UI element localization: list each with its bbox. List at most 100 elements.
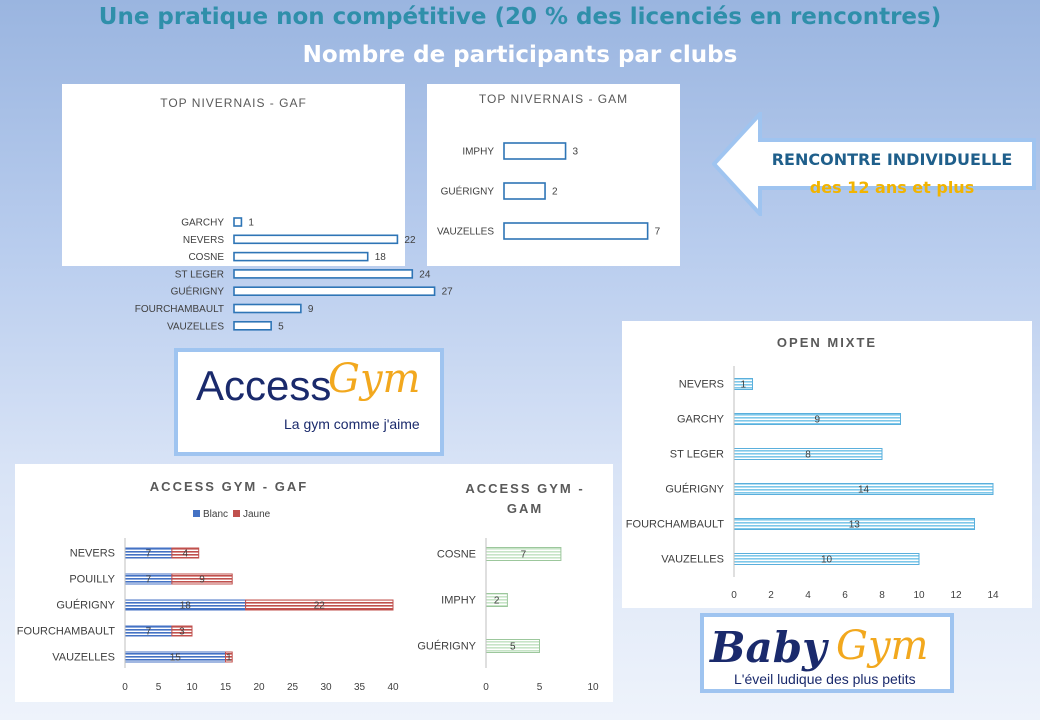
data-label: 3 (179, 627, 185, 638)
y-tick-label: GUÉRIGNY (56, 599, 115, 612)
legend-label: Blanc (203, 509, 228, 520)
x-tick-label: 8 (879, 590, 885, 601)
data-label: 1 (740, 380, 746, 391)
data-label: 18 (375, 252, 387, 263)
data-label: 1 (248, 218, 254, 229)
bar (233, 251, 369, 262)
y-tick-label: GUÉRIGNY (171, 285, 225, 298)
x-tick-label: 40 (387, 682, 399, 693)
y-tick-label: GUÉRIGNY (417, 640, 476, 653)
bar (503, 182, 546, 200)
chart-top-nivernais-gaf: TOP NIVERNAIS - GAF GARCHY 1 NEVERS 22 COSNE… (62, 84, 453, 332)
data-label: 7 (146, 575, 152, 586)
y-tick-label: FOURCHAMBAULT (626, 519, 724, 531)
chart-top-nivernais-gam: TOP NIVERNAIS - GAM IMPHY 3 GUÉRIGNY 2 VAUZE… (427, 84, 680, 266)
x-tick-label: 12 (950, 590, 962, 601)
logo-tagline: L'éveil ludique des plus petits (734, 671, 916, 687)
y-tick-label: VAUZELLES (167, 321, 224, 332)
y-tick-label: VAUZELLES (52, 652, 115, 664)
data-label: 22 (314, 601, 326, 612)
legend-swatch-jaune (233, 510, 240, 517)
data-label: 2 (494, 596, 500, 607)
data-label: 15 (170, 653, 182, 664)
bar (225, 651, 233, 663)
logo-script: Gym (836, 623, 929, 669)
data-label: 24 (419, 269, 431, 280)
data-label: 3 (573, 147, 579, 158)
x-tick-label: 0 (483, 682, 489, 693)
data-label: 7 (146, 627, 152, 638)
logo-word: Access (196, 362, 332, 409)
y-tick-label: FOURCHAMBAULT (135, 304, 224, 315)
arrow-line1: RENCONTRE INDIVIDUELLE (771, 150, 1013, 169)
x-tick-label: 6 (842, 590, 848, 601)
chart-plot-area: NEVERS 7 4 POUILLY 7 9 GUÉRIGNY 18 22 FOURCHAMBAU… (17, 509, 399, 693)
bar (233, 321, 272, 331)
bar (233, 234, 399, 245)
chart-access-gym-gaf: ACCESS GYM - GAF NEVERS 7 4 POUILLY 7 9 GUÉRIG… (15, 464, 613, 702)
data-label: 5 (510, 642, 516, 653)
data-label: 9 (308, 304, 314, 315)
bar (171, 573, 233, 585)
bar (233, 303, 302, 314)
chart-title: TOP NIVERNAIS - GAM (478, 92, 629, 106)
y-tick-label: VAUZELLES (437, 227, 494, 238)
x-tick-label: 2 (768, 590, 774, 601)
y-tick-label: NEVERS (70, 548, 115, 560)
bar (233, 217, 243, 227)
x-tick-label: 5 (156, 682, 162, 693)
logo-word: Baby (710, 623, 827, 672)
x-tick-label: 30 (320, 682, 332, 693)
data-label: 27 (442, 287, 454, 298)
data-label: 22 (404, 235, 416, 246)
left-arrow-callout (712, 112, 1036, 216)
x-tick-label: 20 (253, 682, 265, 693)
chart-open-mixte: OPEN MIXTE NEVERS 1 GARCHY 9 ST LEGER 8 GUÉRIG… (622, 321, 1032, 608)
y-tick-label: ST LEGER (670, 449, 724, 461)
chart-plot-area: COSNE 7 IMPHY 2 GUÉRIGNY 5 0 5 10 (417, 538, 599, 693)
data-label: 10 (821, 555, 833, 566)
data-label: 1 (226, 653, 232, 664)
bar (171, 625, 193, 637)
arrow-line2: des 12 ans et plus (809, 178, 975, 197)
x-tick-label: 25 (287, 682, 299, 693)
bar (233, 286, 436, 296)
y-tick-label: NEVERS (679, 379, 724, 391)
slide-title: Une pratique non compétitive (20 % des l… (98, 4, 942, 30)
y-tick-label: IMPHY (441, 595, 477, 607)
chart-title: TOP NIVERNAIS - GAF (160, 96, 307, 110)
chart-plot-area: GARCHY 1 NEVERS 22 COSNE 18 ST LEGER 24 GUÉRIGNY… (135, 217, 453, 332)
data-label: 14 (858, 485, 870, 496)
data-label: 7 (521, 550, 527, 561)
bar (171, 547, 200, 559)
chart-title: OPEN MIXTE (776, 335, 878, 350)
y-tick-label: GUÉRIGNY (665, 483, 724, 496)
data-label: 7 (146, 549, 152, 560)
y-tick-label: FOURCHAMBAULT (17, 626, 115, 638)
data-label: 7 (655, 227, 661, 238)
data-label: 4 (183, 549, 189, 560)
bar (503, 142, 567, 160)
x-tick-label: 15 (220, 682, 232, 693)
x-tick-label: 0 (731, 590, 737, 601)
x-tick-label: 0 (122, 682, 128, 693)
y-tick-label: VAUZELLES (661, 554, 724, 566)
y-tick-label: GUÉRIGNY (441, 185, 495, 198)
y-tick-label: POUILLY (69, 574, 115, 586)
chart-plot-area: NEVERS 1 GARCHY 9 ST LEGER 8 GUÉRIGNY 14 FOURCHA… (626, 366, 999, 601)
data-label: 9 (199, 575, 205, 586)
data-label: 2 (552, 187, 558, 198)
x-tick-label: 10 (587, 682, 599, 693)
y-tick-label: GARCHY (181, 218, 224, 229)
legend-swatch-blanc (193, 510, 200, 517)
logo-tagline: La gym comme j'aime (284, 416, 420, 432)
data-label: 18 (180, 601, 192, 612)
bar (503, 222, 649, 240)
slide-subtitle: Nombre de participants par clubs (302, 42, 738, 68)
chart-plot-area: IMPHY 3 GUÉRIGNY 2 VAUZELLES 7 (437, 142, 661, 240)
data-label: 8 (805, 450, 811, 461)
chart-title: ACCESS GYM - GAF (149, 479, 309, 494)
data-label: 13 (849, 520, 861, 531)
y-tick-label: GARCHY (677, 414, 725, 426)
y-tick-label: ST LEGER (175, 269, 224, 280)
